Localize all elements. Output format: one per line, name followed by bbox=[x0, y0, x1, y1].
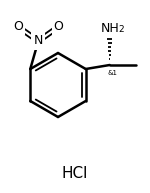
Text: 2: 2 bbox=[119, 25, 124, 35]
Text: O: O bbox=[53, 20, 63, 34]
Text: O: O bbox=[13, 20, 23, 34]
Text: HCl: HCl bbox=[62, 166, 88, 180]
Text: &1: &1 bbox=[108, 70, 118, 76]
Text: NH: NH bbox=[100, 21, 119, 35]
Text: N: N bbox=[34, 35, 43, 47]
